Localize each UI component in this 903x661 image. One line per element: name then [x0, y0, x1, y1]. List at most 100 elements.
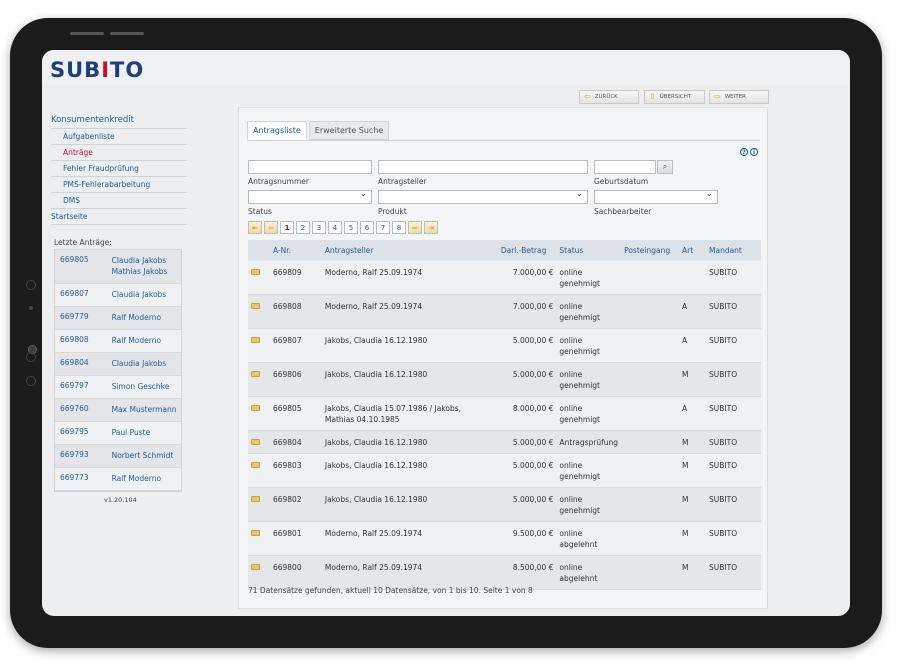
cell-icon[interactable] — [248, 453, 270, 488]
cell-icon[interactable] — [248, 362, 270, 397]
antragsnummer-label: Antragsnummer — [248, 177, 309, 186]
help-icon[interactable]: ? — [740, 148, 748, 156]
table-row[interactable]: 669806 Jakobs, Claudia 16.12.1980 5.000,00… — [248, 362, 761, 397]
table-row[interactable]: 669801 Moderno, Ralf 25.09.1974 9.500,00 €… — [248, 521, 761, 556]
geburtsdatum-input[interactable] — [594, 160, 656, 174]
cell-icon[interactable] — [248, 487, 270, 522]
header-antragsteller[interactable]: Antragsteller — [321, 240, 494, 261]
antragsnummer-input[interactable] — [248, 160, 372, 174]
recent-item[interactable]: 669804 Claudia Jakobs — [55, 353, 181, 376]
next-page-icon[interactable]: ⇨ — [408, 221, 422, 234]
cell-mandant: SUBITO — [706, 453, 761, 488]
recent-item[interactable]: 669807 Claudia Jakobs — [55, 284, 181, 307]
cell-icon[interactable] — [248, 396, 270, 431]
logo[interactable]: SUBITO — [50, 58, 145, 82]
help-icons: ? i — [740, 148, 758, 156]
table-row[interactable]: 669805 Jakobs, Claudia 15.07.1986 / Jakob… — [248, 396, 761, 431]
cell-antragsteller[interactable]: Moderno, Ralf 25.09.1974 — [321, 294, 494, 329]
next-button[interactable]: ⇨ WEITER — [709, 90, 769, 104]
cell-icon[interactable] — [248, 294, 270, 329]
page-button[interactable]: 1 — [280, 221, 294, 234]
header-status[interactable]: Status — [556, 240, 622, 261]
cell-nr[interactable]: 669806 — [269, 362, 322, 397]
cell-antragsteller[interactable]: Jakobs, Claudia 16.12.1980 — [321, 328, 494, 363]
table-row[interactable]: 669802 Jakobs, Claudia 16.12.1980 5.000,00… — [248, 487, 761, 522]
recent-item[interactable]: 669760 Max Mustermann — [55, 399, 181, 422]
tab-antragsliste[interactable]: Antragsliste — [247, 121, 307, 140]
header-nr[interactable]: A-Nr. — [269, 240, 322, 261]
nav-item-dms[interactable]: DMS — [51, 193, 187, 209]
header-betrag[interactable]: Darl.-Betrag — [493, 240, 557, 261]
recent-item[interactable]: 669797 Simon Geschke — [55, 376, 181, 399]
table-row[interactable]: 669804 Jakobs, Claudia 16.12.1980 5.000,00… — [248, 430, 761, 454]
recent-item[interactable]: 669773 Ralf Moderno — [55, 468, 181, 491]
cell-antragsteller[interactable]: Moderno, Ralf 25.09.1974 — [321, 555, 494, 590]
nav-item-aufgabenliste[interactable]: Aufgabenliste — [51, 129, 187, 145]
page-button[interactable]: 5 — [344, 221, 358, 234]
cell-nr[interactable]: 669802 — [269, 487, 322, 522]
cell-icon[interactable] — [248, 521, 270, 556]
cell-art: A — [679, 294, 706, 329]
cell-nr[interactable]: 669809 — [269, 261, 322, 295]
cell-antragsteller[interactable]: Jakobs, Claudia 16.12.1980 — [321, 453, 494, 488]
cell-antragsteller[interactable]: Jakobs, Claudia 15.07.1986 / Jakobs, Mat… — [321, 396, 494, 431]
table-row[interactable]: 669803 Jakobs, Claudia 16.12.1980 5.000,00… — [248, 453, 761, 488]
nav-title[interactable]: Konsumentenkredit — [51, 113, 187, 129]
recent-item[interactable]: 669808 Ralf Moderno — [55, 330, 181, 353]
recent-item[interactable]: 669779 Ralf Moderno — [55, 307, 181, 330]
cell-nr[interactable]: 669808 — [269, 294, 322, 329]
sachbearbeiter-select[interactable] — [594, 189, 718, 204]
info-icon[interactable]: i — [750, 148, 758, 156]
page-button[interactable]: 2 — [296, 221, 310, 234]
cell-nr[interactable]: 669804 — [269, 430, 322, 454]
cell-antragsteller[interactable]: Moderno, Ralf 25.09.1974 — [321, 261, 494, 295]
overview-button[interactable]: ⇧ ÜBERSICHT — [644, 90, 705, 104]
page-button[interactable]: 4 — [328, 221, 342, 234]
recent-item[interactable]: 669805 Claudia Jakobs Mathias Jakobs — [55, 250, 181, 284]
header-mandant[interactable]: Mandant — [706, 240, 761, 261]
cell-nr[interactable]: 669801 — [269, 521, 322, 556]
cell-posteingang — [621, 487, 680, 522]
back-button[interactable]: ⇦ ZURÜCK — [579, 90, 639, 104]
cell-antragsteller[interactable]: Moderno, Ralf 25.09.1974 — [321, 521, 494, 556]
cell-icon[interactable] — [248, 555, 270, 590]
cell-nr[interactable]: 669807 — [269, 328, 322, 363]
table-row[interactable]: 669809 Moderno, Ralf 25.09.1974 7.000,00 €… — [248, 261, 761, 295]
table-row[interactable]: 669800 Moderno, Ralf 25.09.1974 8.500,00 €… — [248, 555, 761, 590]
antragsteller-input[interactable] — [378, 160, 588, 174]
nav-item-pms[interactable]: PMS-Fehlerabarbeitung — [51, 177, 187, 193]
nav-item-fraudpruefung[interactable]: Fehler Fraudprüfung — [51, 161, 187, 177]
tab-erweiterte-suche[interactable]: Erweiterte Suche — [308, 121, 390, 140]
nav-item-antraege[interactable]: Anträge — [51, 145, 187, 161]
status-select[interactable] — [248, 189, 372, 204]
cell-nr[interactable]: 669800 — [269, 555, 322, 590]
cell-nr[interactable]: 669803 — [269, 453, 322, 488]
page-button[interactable]: 6 — [360, 221, 374, 234]
search-button[interactable]: ⌕ — [657, 160, 673, 174]
produkt-select[interactable] — [378, 189, 588, 204]
recent-item[interactable]: 669793 Norbert Schmidt — [55, 445, 181, 468]
cell-posteingang — [621, 261, 680, 295]
table-row[interactable]: 669808 Moderno, Ralf 25.09.1974 7.000,00 €… — [248, 294, 761, 329]
tab-divider — [247, 140, 760, 141]
first-page-icon[interactable]: ⇤ — [248, 221, 262, 234]
page-button[interactable]: 8 — [392, 221, 406, 234]
cell-icon[interactable] — [248, 328, 270, 363]
page-button[interactable]: 7 — [376, 221, 390, 234]
cell-nr[interactable]: 669805 — [269, 396, 322, 431]
table-row[interactable]: 669807 Jakobs, Claudia 16.12.1980 5.000,00… — [248, 328, 761, 363]
cell-antragsteller[interactable]: Jakobs, Claudia 16.12.1980 — [321, 487, 494, 522]
last-page-icon[interactable]: ⇥ — [424, 221, 438, 234]
prev-page-icon[interactable]: ⇦ — [264, 221, 278, 234]
cell-status: online genehmigt — [556, 328, 622, 363]
header-posteingang[interactable]: Posteingang — [621, 240, 680, 261]
header-art[interactable]: Art — [679, 240, 706, 261]
page-button[interactable]: 3 — [312, 221, 326, 234]
cell-antragsteller[interactable]: Jakobs, Claudia 16.12.1980 — [321, 362, 494, 397]
recent-item[interactable]: 669795 Paul Puste — [55, 422, 181, 445]
cell-icon[interactable] — [248, 430, 270, 454]
cell-antragsteller[interactable]: Jakobs, Claudia 16.12.1980 — [321, 430, 494, 454]
cell-posteingang — [621, 430, 680, 454]
cell-icon[interactable] — [248, 261, 270, 295]
nav-item-startseite[interactable]: Startseite — [51, 209, 187, 225]
